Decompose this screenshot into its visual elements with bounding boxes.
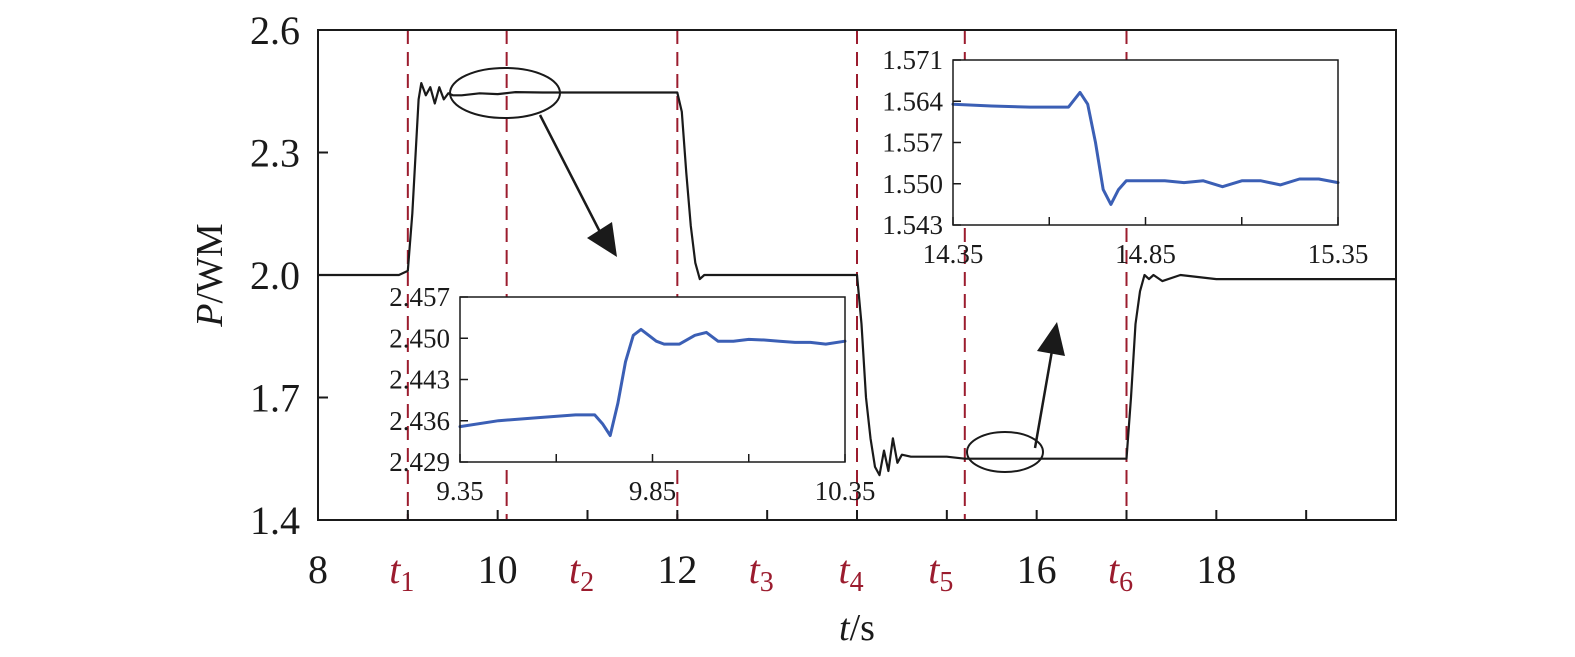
- event-marker-symbol: t: [749, 547, 761, 592]
- event-marker-subscript: 5: [939, 567, 953, 598]
- event-marker-subscript: 3: [760, 567, 774, 598]
- y-tick-label: 2.0: [250, 253, 300, 298]
- zoom-arrowhead-left: [587, 222, 617, 257]
- x-tick-label: 16: [1017, 547, 1057, 592]
- y-tick-label: 1.7: [250, 376, 300, 421]
- inset-right-y-tick-label: 1.564: [882, 86, 943, 116]
- event-marker-subscript: 2: [580, 567, 594, 598]
- inset-left-x-tick-label: 10.35: [815, 476, 876, 506]
- x-tick-label: 8: [308, 547, 328, 592]
- event-marker-symbol: t: [838, 547, 850, 592]
- y-axis-title: P/WM: [189, 223, 231, 327]
- y-axis-title-symbol: P: [189, 304, 231, 328]
- event-marker-label-1: t1: [389, 547, 414, 598]
- inset-right-y-tick-label: 1.557: [882, 128, 943, 158]
- inset-right-y-tick-label: 1.543: [882, 210, 943, 240]
- inset-left-y-tick-label: 2.436: [389, 406, 450, 436]
- inset-right-x-tick-label: 14.85: [1115, 239, 1176, 269]
- x-tick-label: 10: [478, 547, 518, 592]
- main-series-line: [318, 81, 1396, 477]
- event-marker-subscript: 4: [850, 567, 864, 598]
- inset-left-y-tick-label: 2.457: [389, 282, 450, 312]
- zoom-ellipse-left: [449, 67, 561, 119]
- inset-left-y-tick-label: 2.450: [389, 323, 450, 353]
- event-marker-symbol: t: [389, 547, 401, 592]
- event-marker-subscript: 1: [400, 567, 414, 598]
- event-marker-label-6: t6: [1108, 547, 1133, 598]
- y-tick-label: 1.4: [250, 498, 300, 543]
- inset-left-series-line: [458, 327, 847, 437]
- event-marker-label-4: t4: [838, 547, 863, 598]
- x-tick-label: 12: [657, 547, 697, 592]
- inset-left-y-tick-label: 2.443: [389, 365, 450, 395]
- event-marker-symbol: t: [928, 547, 940, 592]
- zoom-annotations: [449, 67, 1065, 473]
- event-marker-label-3: t3: [749, 547, 774, 598]
- main-series-polyline-1: [318, 81, 1396, 477]
- inset-left-y-tick-label: 2.429: [389, 447, 450, 477]
- event-marker-symbol: t: [569, 547, 581, 592]
- y-axis-title-unit: /WM: [189, 223, 231, 303]
- y-tick-label: 2.6: [250, 8, 300, 53]
- x-tick-label: 18: [1196, 547, 1236, 592]
- event-marker-label-2: t2: [569, 547, 594, 598]
- inset-right-x-tick-label: 15.35: [1308, 239, 1369, 269]
- inset-left-series-polyline-1: [458, 327, 847, 437]
- inset-right-background: [953, 60, 1338, 225]
- inset-left-axis-ticks: 9.35 9.85 10.35 2.429 2.436 2.443 2.450 2.457: [389, 282, 875, 506]
- inset-left-x-tick-label: 9.35: [436, 476, 483, 506]
- inset-right-x-tick-label: 14.35: [923, 239, 984, 269]
- inset-right-y-tick-label: 1.550: [882, 169, 943, 199]
- event-marker-label-5: t5: [928, 547, 953, 598]
- inset-left-background: [460, 297, 845, 462]
- x-axis-title: t/s: [839, 607, 875, 649]
- inset-right-series-line: [951, 90, 1340, 206]
- zoom-arrow-right: [1033, 344, 1055, 449]
- x-axis-title-unit: /s: [850, 607, 875, 649]
- y-tick-label: 2.3: [250, 131, 300, 176]
- zoom-arrow-left: [538, 114, 602, 233]
- x-axis-title-symbol: t: [839, 607, 851, 649]
- inset-right-y-tick-label: 1.571: [882, 45, 943, 75]
- inset-right-axis-ticks: 14.35 14.85 15.35 1.543 1.550 1.557 1.564 1.571: [882, 45, 1368, 269]
- zoom-arrowhead-right: [1037, 322, 1065, 356]
- event-marker-symbol: t: [1108, 547, 1120, 592]
- event-marker-subscript: 6: [1119, 567, 1133, 598]
- inset-right-series-polyline-1: [951, 90, 1340, 206]
- inset-left-x-tick-label: 9.85: [629, 476, 676, 506]
- zoom-ellipse-right: [966, 431, 1044, 473]
